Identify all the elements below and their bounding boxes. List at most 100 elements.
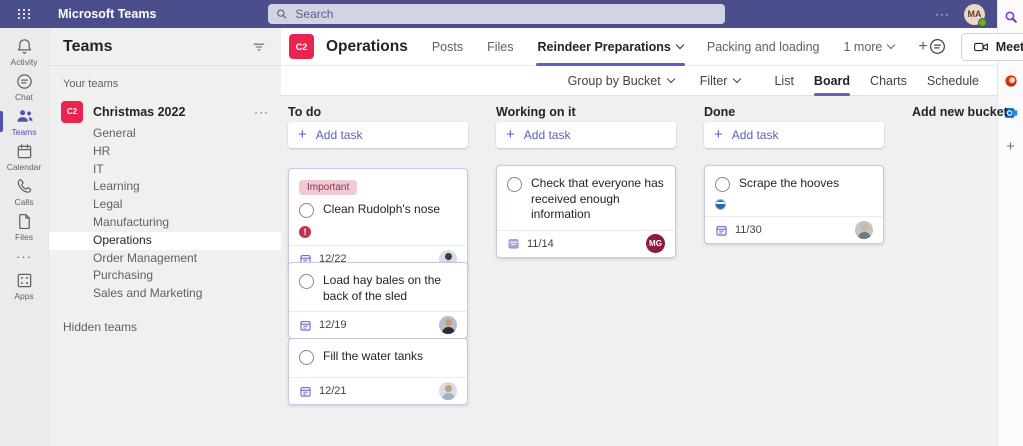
channel-purchasing[interactable]: Purchasing [93, 268, 154, 283]
chevron-down-icon [675, 40, 685, 50]
sidebar-add-icon[interactable]: + [1006, 138, 1015, 155]
add-new-bucket-label[interactable]: Add new bucket [912, 105, 1008, 119]
assignee-avatar [855, 221, 873, 239]
hidden-teams-label[interactable]: Hidden teams [63, 319, 138, 334]
plus-icon: + [298, 126, 307, 143]
view-list[interactable]: List [774, 73, 794, 88]
task-checkbox[interactable] [299, 274, 314, 289]
sidebar-office-icon[interactable] [1003, 73, 1018, 88]
topbar-more-icon[interactable]: ··· [935, 7, 950, 21]
channel-legal[interactable]: Legal [93, 197, 123, 212]
conversation-icon[interactable] [928, 37, 947, 56]
due-date-icon [508, 239, 519, 249]
add-task-button[interactable]: + Add task [704, 122, 884, 148]
task-card-load-hay-bales[interactable]: Load hay bales on the back of the sled 1… [288, 262, 468, 340]
task-title: Load hay bales on the back of the sled [323, 273, 442, 303]
view-charts[interactable]: Charts [870, 73, 907, 88]
due-date: 12/21 [319, 385, 347, 397]
add-task-button[interactable]: + Add task [496, 122, 676, 148]
channel-operations[interactable]: Operations [49, 231, 281, 250]
team-row-christmas-2022[interactable]: C2 Christmas 2022 ··· [49, 98, 281, 125]
task-card-check-everyone-informed[interactable]: Check that everyone has received enough … [496, 165, 676, 258]
teams-icon [16, 109, 33, 122]
task-title: Fill the water tanks [323, 349, 424, 363]
group-by-dropdown[interactable]: Group by Bucket [568, 74, 675, 88]
due-date-icon [716, 225, 727, 236]
presence-indicator [978, 17, 987, 27]
note-icon [715, 199, 726, 210]
meet-button[interactable]: Meet [962, 34, 1023, 60]
waffle-icon [18, 9, 30, 19]
plus-icon: + [506, 126, 515, 143]
team-name: Christmas 2022 [93, 104, 186, 119]
assignee-avatar: MG [646, 234, 665, 254]
task-checkbox[interactable] [507, 177, 522, 192]
app-launcher-icon[interactable] [0, 0, 48, 28]
search-input[interactable] [293, 6, 717, 22]
team-more-icon[interactable]: ··· [254, 104, 269, 119]
sidebar-outlook-icon[interactable] [1003, 105, 1018, 120]
camera-icon [973, 42, 988, 51]
main-area: C2 Operations Posts Files Reindeer Prepa… [281, 28, 1023, 446]
team-avatar: C2 [61, 100, 83, 123]
sidebar-search-icon[interactable] [1003, 9, 1018, 24]
chevron-down-icon [887, 40, 896, 50]
rail-item-apps[interactable]: Apps [0, 268, 48, 303]
rail-item-files[interactable]: Files [0, 209, 48, 244]
due-date: 12/19 [319, 319, 347, 332]
due-date-icon [300, 320, 311, 331]
meet-split-button: Meet [960, 32, 1023, 61]
search-bar[interactable] [268, 4, 725, 24]
rail-item-calls[interactable]: Calls [0, 174, 48, 209]
teams-panel-title: Teams [63, 37, 113, 55]
bucket-header: Working on it [496, 105, 576, 119]
tab-more[interactable]: 1 more [843, 28, 896, 66]
task-card-scrape-the-hooves[interactable]: Scrape the hooves 11/30 [704, 165, 884, 244]
planner-toolbar: Group by Bucket Filter List Board Charts… [281, 66, 997, 96]
file-icon [18, 213, 30, 229]
channel-title: Operations [326, 37, 408, 55]
task-checkbox[interactable] [299, 203, 314, 218]
task-title: Check that everyone has received enough … [531, 176, 664, 222]
bucket-header: Done [704, 105, 736, 119]
channel-hr[interactable]: HR [93, 143, 111, 158]
tab-packing-and-loading[interactable]: Packing and loading [706, 39, 820, 54]
channel-manufacturing[interactable]: Manufacturing [93, 214, 170, 229]
channel-learning[interactable]: Learning [93, 179, 140, 194]
rail-item-activity[interactable]: Activity [0, 34, 48, 69]
rail-item-chat[interactable]: Chat [0, 69, 48, 104]
task-checkbox[interactable] [715, 177, 730, 192]
chevron-down-icon [733, 74, 742, 84]
task-card-fill-water-tanks[interactable]: Fill the water tanks 12/21 [288, 338, 468, 405]
search-icon [277, 9, 287, 19]
channel-it[interactable]: IT [93, 161, 104, 176]
view-switcher: List Board Charts Schedule [774, 66, 979, 96]
channel-general[interactable]: General [93, 126, 136, 140]
teams-panel: Teams Your teams C2 Christmas 2022 ··· G… [48, 28, 281, 446]
tab-reindeer-preparations[interactable]: Reindeer Preparations [535, 28, 686, 66]
add-task-button[interactable]: + Add task [288, 122, 468, 148]
chevron-down-icon [666, 74, 675, 84]
add-tab-icon[interactable]: + [918, 37, 928, 55]
rail-more-icon[interactable]: ··· [16, 248, 32, 264]
rail-item-teams[interactable]: Teams [0, 104, 48, 139]
tab-files[interactable]: Files [487, 39, 514, 54]
task-title: Clean Rudolph's nose [323, 202, 441, 216]
due-date: 11/30 [735, 224, 762, 236]
filter-dropdown[interactable]: Filter [700, 74, 742, 88]
assignee-avatar [439, 382, 457, 400]
rail-item-calendar[interactable]: Calendar [0, 139, 48, 174]
channel-sales-and-marketing[interactable]: Sales and Marketing [93, 286, 203, 301]
browser-sidebar: + [997, 0, 1023, 446]
task-checkbox[interactable] [299, 350, 314, 365]
channel-order-management[interactable]: Order Management [93, 250, 198, 265]
assignee-avatar [439, 316, 457, 335]
tab-posts[interactable]: Posts [431, 39, 464, 54]
user-avatar[interactable]: MA [964, 3, 987, 27]
task-card-clean-rudolphs-nose[interactable]: Important Clean Rudolph's nose ! 12/22 [288, 168, 468, 273]
filter-icon[interactable] [251, 39, 267, 55]
view-schedule[interactable]: Schedule [926, 73, 979, 88]
bucket-header: To do [288, 105, 322, 119]
view-board[interactable]: Board [813, 66, 851, 96]
due-date-icon [300, 386, 311, 397]
